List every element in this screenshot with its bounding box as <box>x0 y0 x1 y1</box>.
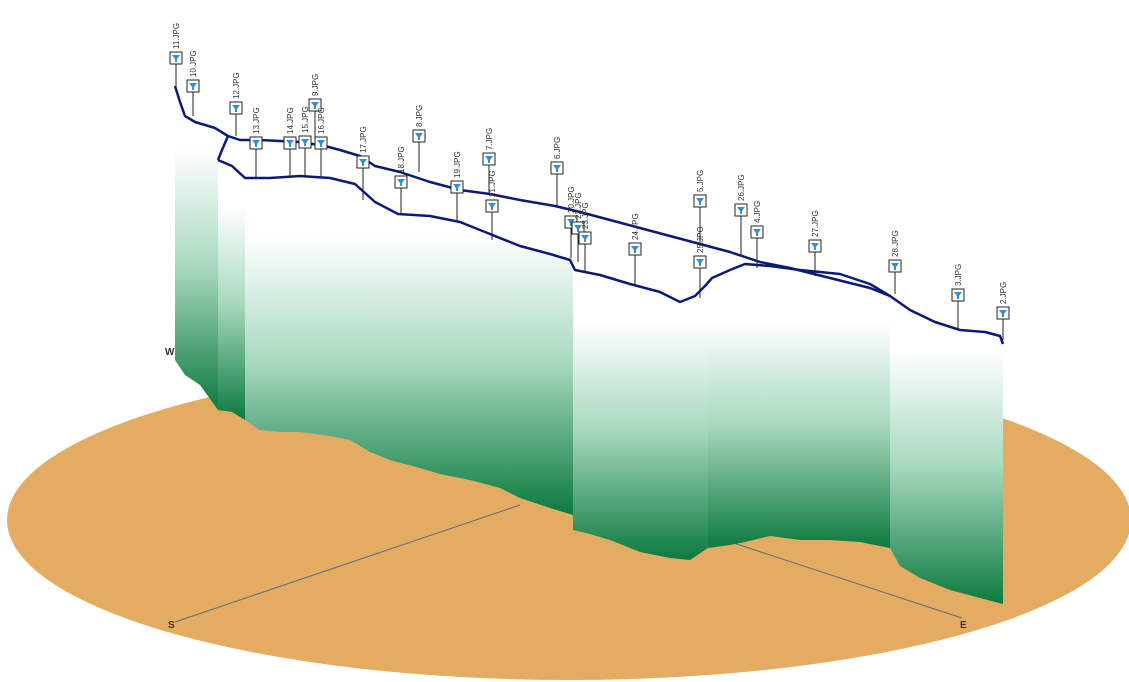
curtain-wall-4 <box>573 270 708 560</box>
curtain-wall-2 <box>218 160 245 420</box>
photo-label: 8.JPG <box>415 105 424 127</box>
camera-flag-icon <box>286 140 294 147</box>
camera-flag-icon <box>485 156 493 163</box>
photo-label: 17.JPG <box>359 126 368 153</box>
compass-west-label: W <box>165 347 175 358</box>
photo-marker[interactable]: 10.JPG <box>186 50 200 116</box>
photo-label: 15.JPG <box>301 106 310 133</box>
photo-label: 11.JPG <box>172 23 181 49</box>
camera-flag-icon <box>737 207 745 214</box>
photo-label: 24.JPG <box>631 213 640 240</box>
photo-label: 5.JPG <box>696 170 705 192</box>
photo-label: 20.JPG <box>567 186 576 213</box>
photo-marker[interactable]: 6.JPG <box>550 137 564 206</box>
camera-flag-icon <box>397 179 405 186</box>
track-lower <box>217 158 891 304</box>
camera-flag-icon <box>567 219 575 226</box>
camera-flag-icon <box>301 139 309 146</box>
photo-marker[interactable]: 7.JPG <box>482 128 496 194</box>
photo-marker[interactable]: 19.JPG <box>450 151 464 220</box>
photo-marker[interactable]: 5.JPG <box>693 170 707 246</box>
photo-marker[interactable]: 4.JPG <box>750 201 764 268</box>
camera-flag-icon <box>999 310 1007 317</box>
curtain-wall-6 <box>890 296 1003 604</box>
camera-flag-icon <box>696 259 704 266</box>
camera-flag-icon <box>954 292 962 299</box>
photo-marker[interactable]: 11.JPG <box>169 23 183 88</box>
camera-flag-icon <box>172 55 180 62</box>
photo-marker[interactable]: 13.JPG <box>249 107 263 178</box>
photo-label: 14.JPG <box>286 107 295 134</box>
photo-marker[interactable]: 14.JPG <box>283 107 297 178</box>
camera-flag-icon <box>696 198 704 205</box>
photo-label: 4.JPG <box>753 201 762 223</box>
photo-label: 19.JPG <box>453 151 462 178</box>
photo-marker[interactable]: 18.JPG <box>394 146 408 214</box>
photo-label: 26.JPG <box>737 174 746 201</box>
camera-flag-icon <box>415 133 423 140</box>
camera-flag-icon <box>811 243 819 250</box>
curtain-wall-1 <box>175 92 218 410</box>
gps-tracks <box>173 85 1005 345</box>
camera-flag-icon <box>891 263 899 270</box>
compass-south-label: S <box>168 620 175 631</box>
photo-marker[interactable]: 21.JPG <box>485 170 499 240</box>
photo-marker[interactable]: 23.JPG <box>578 202 592 272</box>
camera-flag-icon <box>753 229 761 236</box>
camera-flag-icon <box>317 140 325 147</box>
photo-label: 3.JPG <box>954 264 963 286</box>
photo-label: 7.JPG <box>485 128 494 150</box>
axis-line-south <box>174 504 521 623</box>
camera-flag-icon <box>189 83 197 90</box>
photo-marker[interactable]: 3.JPG <box>951 264 965 330</box>
photo-label: 2.JPG <box>999 282 1008 304</box>
photo-label: 9.JPG <box>311 74 320 96</box>
photo-marker[interactable]: 2.JPG <box>996 282 1010 340</box>
photo-markers: 11.JPG 10.JPG 12.JPG 13.JPG 14.JPG 15.JPG 9.JP… <box>169 23 1010 340</box>
photo-marker[interactable]: 28.JPG <box>888 230 902 294</box>
curtain-wall-3 <box>245 176 573 515</box>
photo-marker[interactable]: 27.JPG <box>808 210 822 276</box>
photo-label: 10.JPG <box>189 50 198 77</box>
photo-label: 13.JPG <box>252 107 261 134</box>
curtain-wall-5 <box>708 272 890 548</box>
photo-label: 6.JPG <box>553 137 562 159</box>
track-upper <box>173 85 1005 345</box>
photo-label: 27.JPG <box>811 210 820 237</box>
photo-marker[interactable]: 15.JPG <box>298 106 312 176</box>
camera-flag-icon <box>574 225 582 232</box>
photo-marker[interactable]: 12.JPG <box>229 72 243 136</box>
photo-marker[interactable]: 17.JPG <box>356 126 370 200</box>
photo-label: 16.JPG <box>317 107 326 134</box>
camera-flag-icon <box>311 102 319 109</box>
photo-label: 12.JPG <box>232 72 241 99</box>
camera-flag-icon <box>581 235 589 242</box>
camera-flag-icon <box>359 159 367 166</box>
track-connector <box>216 135 230 161</box>
photo-label: 21.JPG <box>488 170 497 197</box>
photo-marker[interactable]: 20.JPG <box>564 186 578 258</box>
camera-flag-icon <box>252 140 260 147</box>
photo-marker[interactable]: 26.JPG <box>734 174 748 256</box>
camera-flag-icon <box>453 184 461 191</box>
camera-flag-icon <box>553 165 561 172</box>
photo-marker[interactable]: 16.JPG <box>314 107 328 176</box>
photo-label: 18.JPG <box>397 146 406 173</box>
compass-east-label: E <box>960 620 967 631</box>
photo-label: 28.JPG <box>891 230 900 257</box>
camera-flag-icon <box>232 105 240 112</box>
camera-flag-icon <box>488 203 496 210</box>
photo-marker[interactable]: 24.JPG <box>628 213 642 284</box>
camera-flag-icon <box>631 246 639 253</box>
photo-marker[interactable]: 22.JPG <box>571 192 585 262</box>
photo-label: 22.JPG <box>574 192 583 219</box>
axis-line-east <box>699 531 963 619</box>
photo-marker[interactable]: 8.JPG <box>412 105 426 172</box>
photo-label: 23.JPG <box>581 202 590 229</box>
profile-curtain <box>175 92 1003 604</box>
